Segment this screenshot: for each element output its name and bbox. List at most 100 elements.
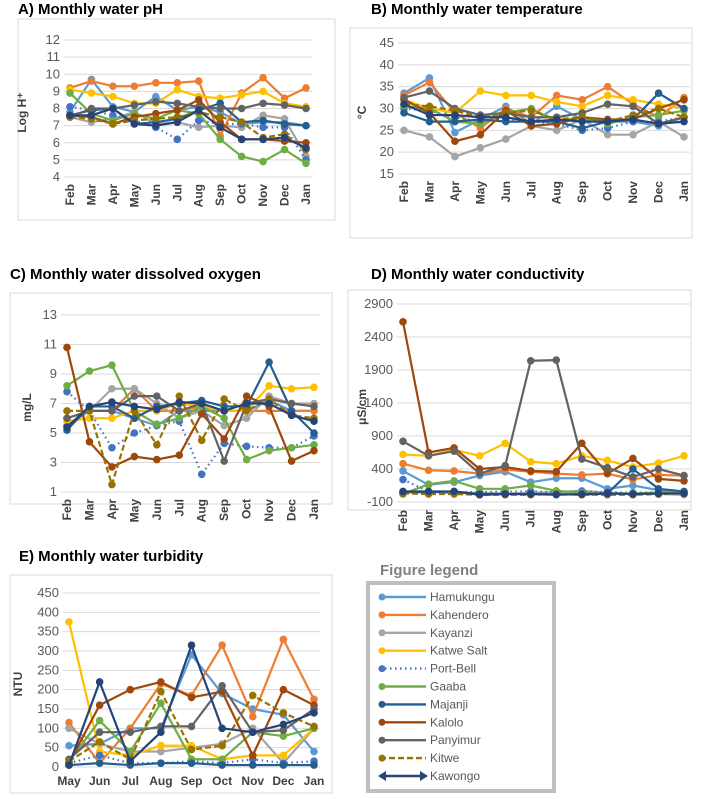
data-point bbox=[425, 78, 434, 87]
data-point bbox=[310, 722, 318, 731]
data-point bbox=[629, 102, 637, 111]
data-point bbox=[680, 95, 688, 104]
data-point bbox=[108, 384, 116, 393]
data-point bbox=[578, 117, 586, 126]
y-axis-label: °C bbox=[355, 105, 369, 119]
x-tick-label: Sep bbox=[575, 181, 589, 203]
data-point bbox=[310, 761, 318, 769]
x-tick-label: Jun bbox=[150, 499, 164, 520]
data-point bbox=[279, 685, 288, 694]
series-kalolo bbox=[399, 318, 688, 485]
data-point bbox=[302, 144, 310, 152]
series-line bbox=[403, 98, 685, 143]
data-point bbox=[552, 126, 561, 135]
series-line bbox=[403, 118, 685, 158]
data-point bbox=[242, 414, 251, 423]
data-point bbox=[279, 761, 288, 769]
data-point bbox=[526, 481, 535, 490]
x-tick-label: Oct bbox=[601, 181, 615, 201]
x-tick-label: Dec bbox=[272, 774, 294, 788]
data-point bbox=[654, 89, 663, 98]
data-point bbox=[242, 392, 251, 400]
data-point bbox=[399, 467, 407, 475]
data-point bbox=[400, 100, 408, 108]
data-point bbox=[175, 398, 184, 406]
data-point bbox=[157, 699, 165, 708]
data-point bbox=[578, 455, 586, 463]
x-tick-label: Sep bbox=[180, 774, 202, 788]
data-point bbox=[197, 399, 206, 408]
x-tick-label: Jan bbox=[307, 499, 321, 520]
legend-entry-panyimur: Panyimur bbox=[378, 733, 481, 747]
x-tick-label: Apr bbox=[447, 510, 461, 531]
data-point bbox=[157, 759, 165, 767]
data-point bbox=[194, 116, 203, 125]
y-tick-label: 13 bbox=[43, 307, 57, 322]
y-tick-label: 7 bbox=[50, 396, 57, 411]
chart-a: A) Monthly water pH 4 5 6 7 8 9 10 11 12 Feb Mar Apr… bbox=[15, 1, 336, 221]
legend-title: Figure legend bbox=[380, 562, 478, 579]
data-point bbox=[287, 411, 296, 420]
x-tick-label: Feb bbox=[396, 510, 410, 531]
data-point bbox=[680, 471, 688, 480]
legend-marker-icon bbox=[378, 700, 386, 708]
x-tick-label: Apr bbox=[106, 184, 120, 205]
x-tick-label: Nov bbox=[262, 499, 276, 522]
data-point bbox=[399, 437, 407, 446]
x-tick-label: Jun bbox=[149, 184, 163, 205]
data-point bbox=[95, 738, 104, 746]
data-point bbox=[451, 128, 459, 137]
data-point bbox=[310, 383, 318, 392]
data-point bbox=[424, 487, 433, 496]
data-point bbox=[85, 402, 94, 411]
x-tick-label: Jul bbox=[172, 499, 186, 516]
data-point bbox=[130, 101, 139, 109]
series-kahendero bbox=[66, 73, 310, 140]
y-tick-label: 40 bbox=[380, 57, 394, 72]
data-point bbox=[629, 454, 637, 463]
data-point bbox=[603, 100, 612, 108]
data-point bbox=[157, 678, 165, 686]
data-point bbox=[526, 457, 535, 466]
series-line bbox=[69, 76, 307, 137]
data-point bbox=[95, 751, 104, 760]
series-line bbox=[402, 442, 685, 469]
data-point bbox=[502, 135, 510, 143]
data-point bbox=[109, 120, 117, 128]
data-point bbox=[629, 115, 637, 124]
series-kawongo bbox=[65, 641, 318, 769]
legend-marker-icon bbox=[378, 754, 386, 762]
x-tick-label: Sep bbox=[217, 499, 231, 521]
data-point bbox=[152, 114, 160, 123]
legend-label: Kitwe bbox=[430, 751, 460, 765]
data-point bbox=[109, 92, 117, 101]
data-point bbox=[87, 111, 96, 120]
data-point bbox=[63, 423, 71, 431]
data-point bbox=[310, 429, 318, 437]
legend-entry-kahendero: Kahendero bbox=[378, 608, 489, 622]
legend-arrow-left-icon bbox=[378, 771, 386, 781]
data-point bbox=[153, 392, 161, 400]
chart-e: E) Monthly water turbidity 0 50 100 150 200 25… bbox=[9, 548, 333, 794]
data-point bbox=[578, 439, 586, 448]
data-point bbox=[451, 117, 459, 126]
data-point bbox=[265, 446, 273, 455]
data-point bbox=[425, 87, 434, 95]
data-point bbox=[220, 414, 228, 423]
data-point bbox=[216, 104, 224, 113]
y-tick-label: 350 bbox=[37, 624, 59, 639]
data-point bbox=[197, 436, 206, 445]
data-point bbox=[603, 463, 612, 472]
y-tick-label: 150 bbox=[37, 701, 59, 716]
data-point bbox=[450, 487, 458, 496]
data-point bbox=[173, 79, 182, 87]
y-tick-label: 2400 bbox=[364, 329, 393, 344]
x-tick-label: Sep bbox=[575, 510, 589, 532]
chart-frame bbox=[347, 289, 692, 511]
data-point bbox=[216, 135, 224, 144]
legend-marker-icon bbox=[378, 647, 386, 655]
data-point bbox=[194, 106, 203, 115]
data-point bbox=[220, 407, 228, 415]
data-point bbox=[242, 399, 251, 408]
data-point bbox=[287, 443, 296, 452]
